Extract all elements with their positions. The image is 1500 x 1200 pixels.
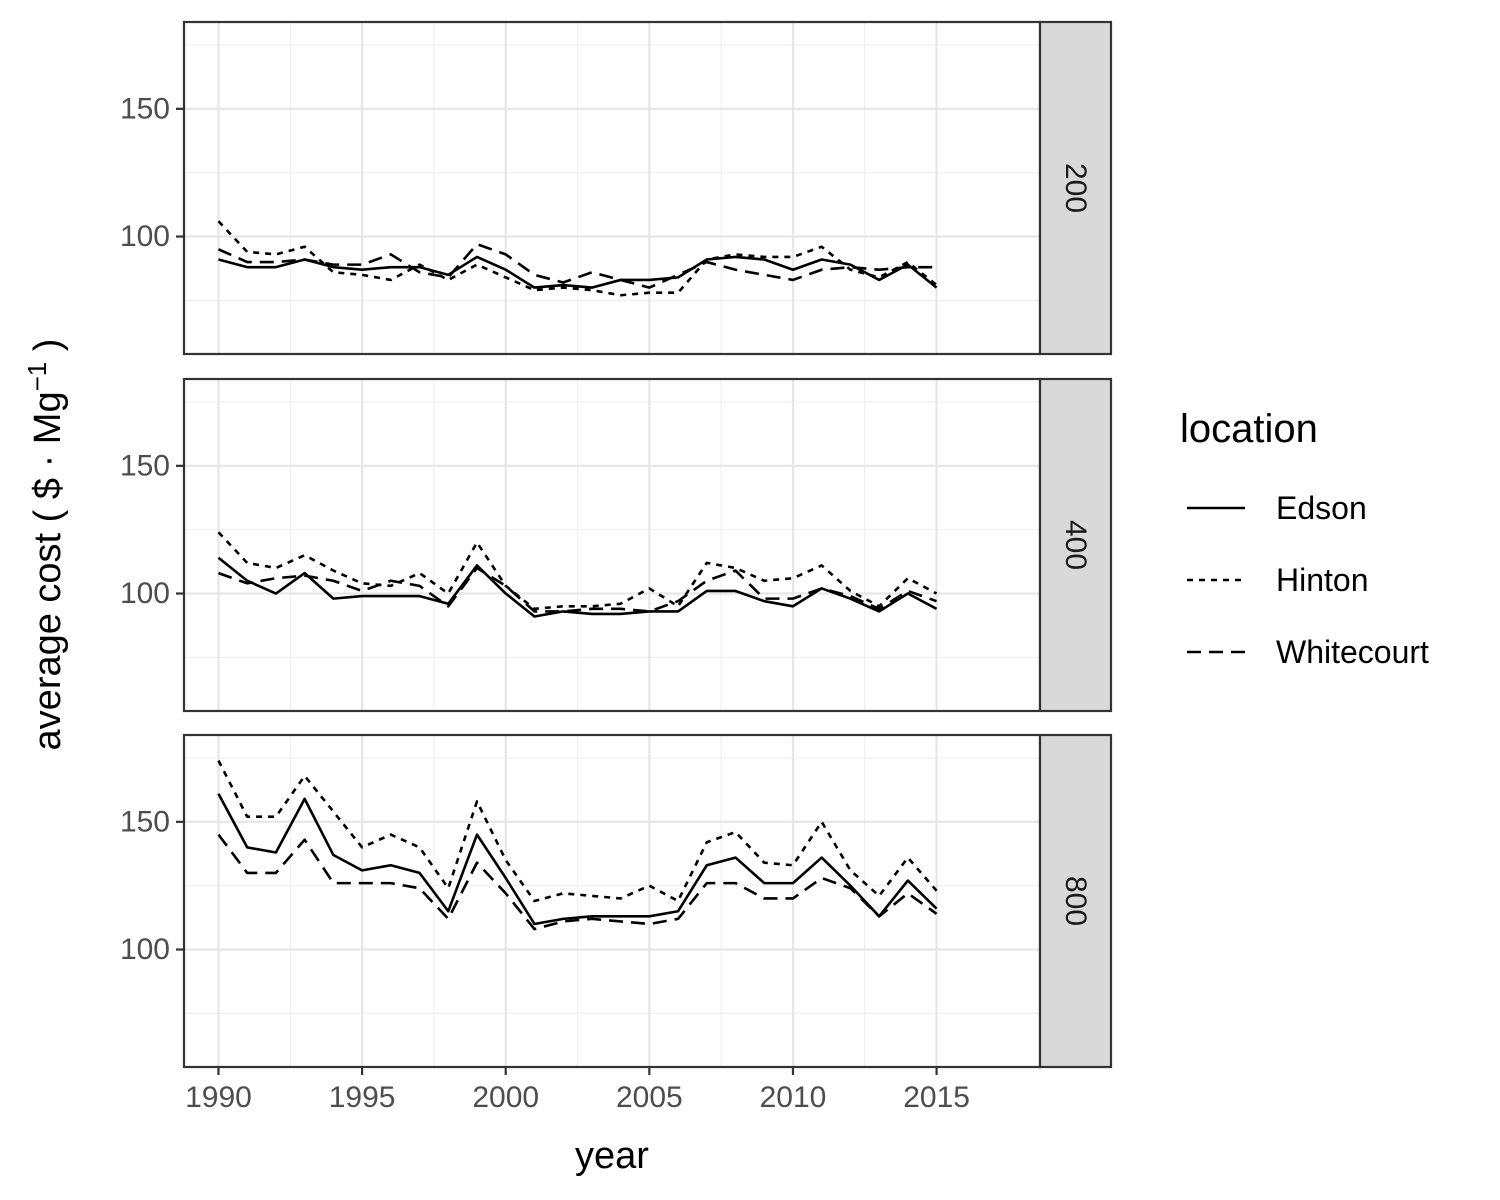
x-tick-label: 1995 [329,1081,396,1114]
series-line-whitecourt [217,833,938,931]
strip-background [1038,377,1113,713]
strip-label: 800 [1059,876,1092,926]
x-tick-label: 2000 [472,1081,539,1114]
y-tick-label: 150 [120,805,170,838]
legend-title: location [1180,407,1318,451]
series-line-hinton [217,759,938,903]
y-tick-label: 100 [120,933,170,966]
x-tick-label: 2015 [903,1081,970,1114]
x-tick-label: 2010 [760,1081,827,1114]
series-line-hinton [217,220,938,297]
legend-label-edson: Edson [1276,490,1367,526]
strip-background [1038,733,1113,1069]
y-tick-label: 150 [120,449,170,482]
panel-200: 200 100 150 [120,20,1113,356]
y-axis-title-end: ) [27,339,69,362]
legend: location Edson Hinton Whitecourt [1180,407,1429,670]
panel-800: 800 100 150 [120,733,1113,1069]
panel-background [184,735,1040,1067]
strip-label: 400 [1059,520,1092,570]
y-tick-label: 100 [120,220,170,253]
y-axis-title-superscript: −1 [22,362,52,392]
y-tick-label: 100 [120,577,170,610]
strip-label: 200 [1059,163,1092,213]
x-tick-label: 2005 [616,1081,683,1114]
panel-background [184,379,1040,711]
series-line-edson [217,793,938,926]
panel-400: 400 100 150 [120,377,1113,713]
series-line-edson [218,255,938,289]
series-line-whitecourt [217,242,937,289]
legend-label-whitecourt: Whitecourt [1276,634,1429,670]
y-tick-label: 150 [120,92,170,125]
x-axis-title: year [575,1135,649,1177]
y-axis-title: average cost ( $ · Mg−1 ) [22,339,69,751]
x-tick-label: 1990 [185,1081,252,1114]
legend-label-hinton: Hinton [1276,562,1369,598]
panel-background [184,22,1040,354]
y-axis-title-main: average cost ( $ · Mg [27,391,69,750]
strip-background [1038,20,1113,356]
series-line-whitecourt [218,566,938,613]
